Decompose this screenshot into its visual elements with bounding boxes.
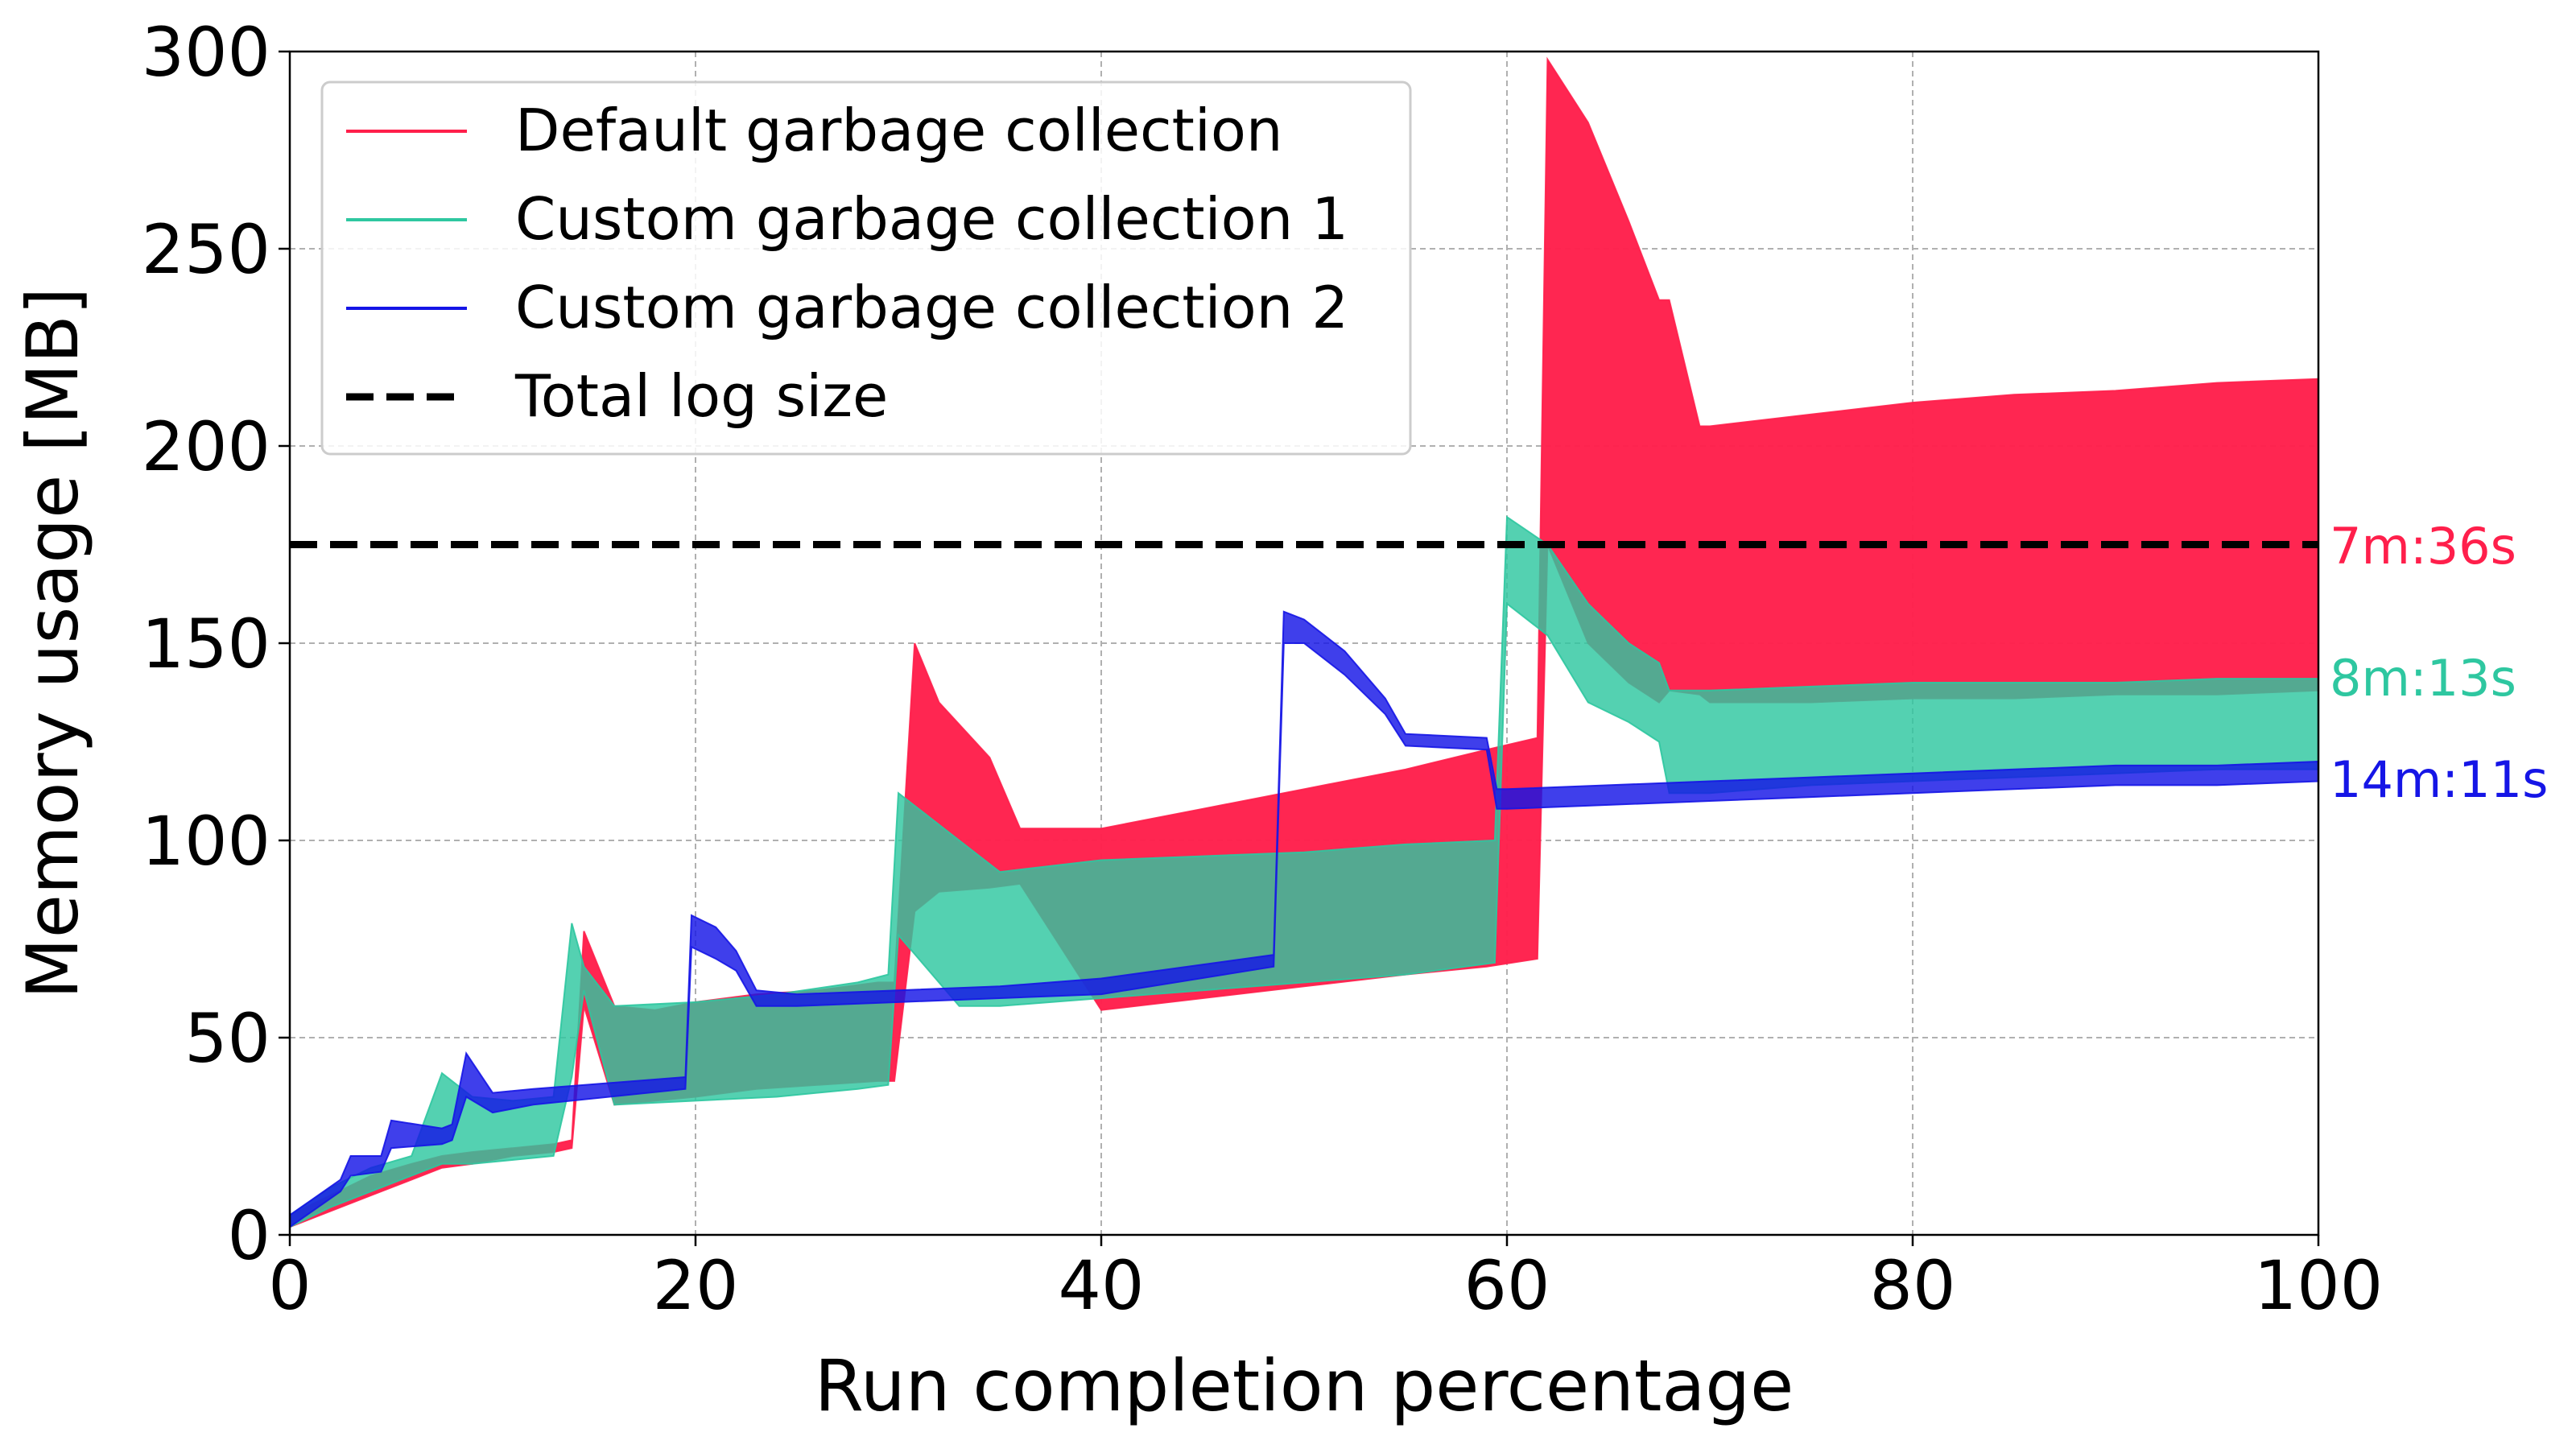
series-group [290,56,2318,1228]
end-label-3: 14m:11s [2330,750,2548,809]
x-tick-label: 0 [268,1246,311,1325]
y-tick-label: 50 [184,999,270,1078]
y-tick-label: 250 [142,210,270,289]
y-tick-label: 300 [142,13,270,92]
x-tick-label: 80 [1870,1246,1956,1325]
x-tick-label: 20 [653,1246,739,1325]
y-tick-label: 0 [228,1196,270,1275]
end-label-2: 8m:13s [2330,649,2516,708]
series-band-3 [290,610,2318,1228]
x-tick-label: 60 [1464,1246,1550,1325]
legend-label-total-log-size: Total log size [514,362,888,430]
legend-label-1: Default garbage collection [515,97,1283,164]
y-tick-label: 150 [142,605,270,683]
x-tick-label: 40 [1059,1246,1145,1325]
legend-frame [320,80,1412,456]
y-tick-label: 100 [142,802,270,881]
legend-label-2: Custom garbage collection 1 [515,185,1348,253]
legend: Default garbage collection Custom garbage… [320,80,1412,456]
end-labels: 7m:36s 8m:13s 14m:11s [2330,517,2548,809]
end-label-1: 7m:36s [2330,517,2516,576]
y-axis-label: Memory usage [MB] [11,287,94,999]
x-axis-label: Run completion percentage [815,1344,1794,1427]
legend-label-3: Custom garbage collection 2 [515,274,1348,341]
y-tick-label: 200 [142,407,270,486]
x-tick-label: 100 [2254,1246,2383,1325]
axis-ticks: 0 20 40 60 80 100 0 50 100 150 200 250 300 [142,13,2384,1325]
